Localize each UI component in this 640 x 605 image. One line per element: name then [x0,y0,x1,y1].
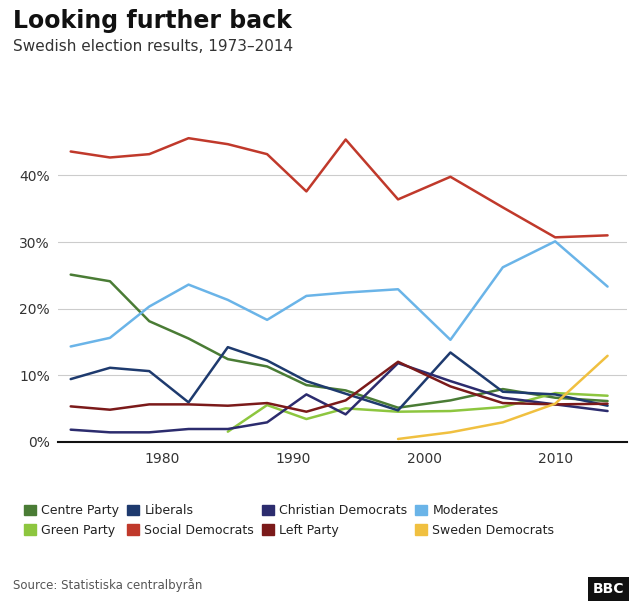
Text: Looking further back: Looking further back [13,9,292,33]
Legend: Centre Party, Green Party, Liberals, Social Democrats, Christian Democrats, Left: Centre Party, Green Party, Liberals, Soc… [24,505,554,537]
Text: Swedish election results, 1973–2014: Swedish election results, 1973–2014 [13,39,293,54]
Text: BBC: BBC [593,582,624,596]
Text: Source: Statistiska centralbyrån: Source: Statistiska centralbyrån [13,578,202,592]
